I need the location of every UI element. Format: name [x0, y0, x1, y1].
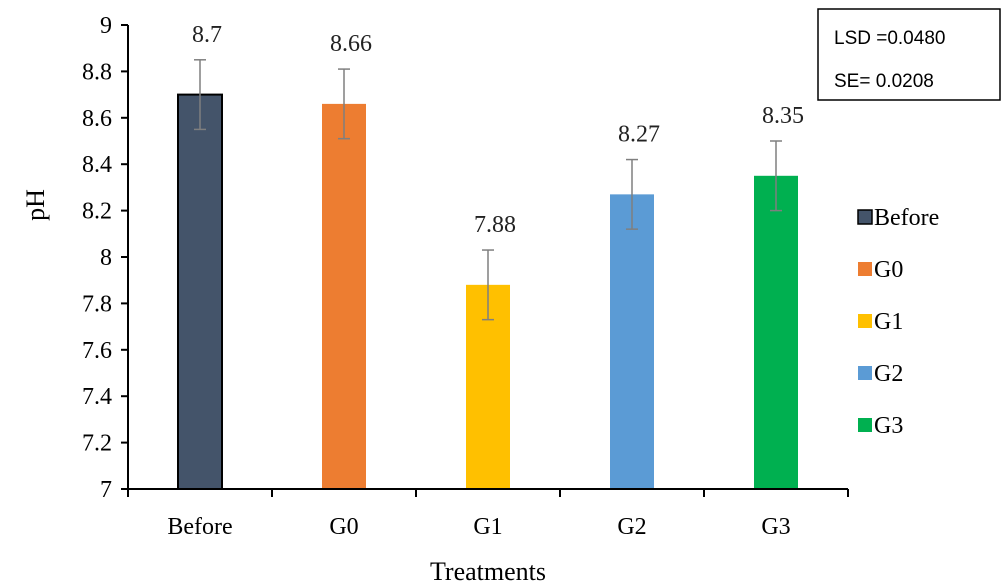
x-axis-ticks: Before G0 G1 G2 G3: [127, 489, 849, 540]
legend-label: G1: [874, 309, 903, 335]
y-tick-label: 8.2: [82, 199, 112, 225]
y-tick-label: 7.8: [82, 291, 112, 317]
data-label: 8.7: [192, 22, 222, 48]
legend: Before G0 G1 G2 G3: [857, 205, 939, 439]
data-label: 7.88: [474, 212, 516, 238]
y-tick-label: 8.4: [82, 152, 112, 178]
y-tick-label: 7.4: [82, 384, 112, 410]
legend-label: G0: [874, 257, 903, 283]
legend-swatch: [858, 314, 872, 328]
x-tick-label: G2: [617, 514, 646, 540]
x-tick-label: G1: [473, 514, 502, 540]
x-tick-label: G0: [329, 514, 358, 540]
bar-g2: [610, 194, 654, 490]
legend-label: G2: [874, 361, 903, 387]
y-axis-title: pH: [21, 189, 50, 221]
y-tick-label: 8.6: [82, 106, 112, 132]
x-tick-label: Before: [167, 514, 232, 540]
stats-box: LSD =0.0480 SE= 0.0208: [817, 8, 1001, 101]
legend-swatch: [858, 418, 872, 432]
se-label: SE= 0.0208: [834, 71, 934, 92]
legend-label: Before: [874, 205, 939, 231]
bar-g0: [322, 103, 366, 489]
y-tick-label: 7.6: [82, 338, 112, 364]
data-label: 8.66: [330, 31, 372, 57]
y-tick-label: 7: [100, 477, 112, 503]
legend-swatch: [858, 262, 872, 276]
y-tick-label: 7.2: [82, 431, 112, 457]
legend-swatch: [858, 366, 872, 380]
bar-g3: [754, 175, 798, 490]
y-axis-ticks: 7 7.2 7.4 7.6 7.8 8 8.2 8.4 8.6 8.8 9: [82, 13, 128, 503]
bars: [177, 93, 798, 490]
x-tick-label: G3: [761, 514, 790, 540]
data-label: 8.27: [618, 122, 660, 148]
y-tick-label: 8.8: [82, 59, 112, 85]
stats-box-frame: [817, 8, 1001, 101]
y-tick-label: 8: [100, 245, 112, 271]
data-label: 8.35: [762, 103, 804, 129]
lsd-label: LSD =0.0480: [834, 28, 945, 49]
legend-label: G3: [874, 413, 903, 439]
error-bars: [194, 59, 782, 321]
bar-before: [177, 93, 223, 490]
y-tick-label: 9: [100, 13, 112, 39]
data-labels: 8.7 8.66 7.88 8.27 8.35: [192, 22, 804, 238]
legend-swatch: [857, 209, 873, 225]
x-axis-title: Treatments: [430, 557, 546, 586]
